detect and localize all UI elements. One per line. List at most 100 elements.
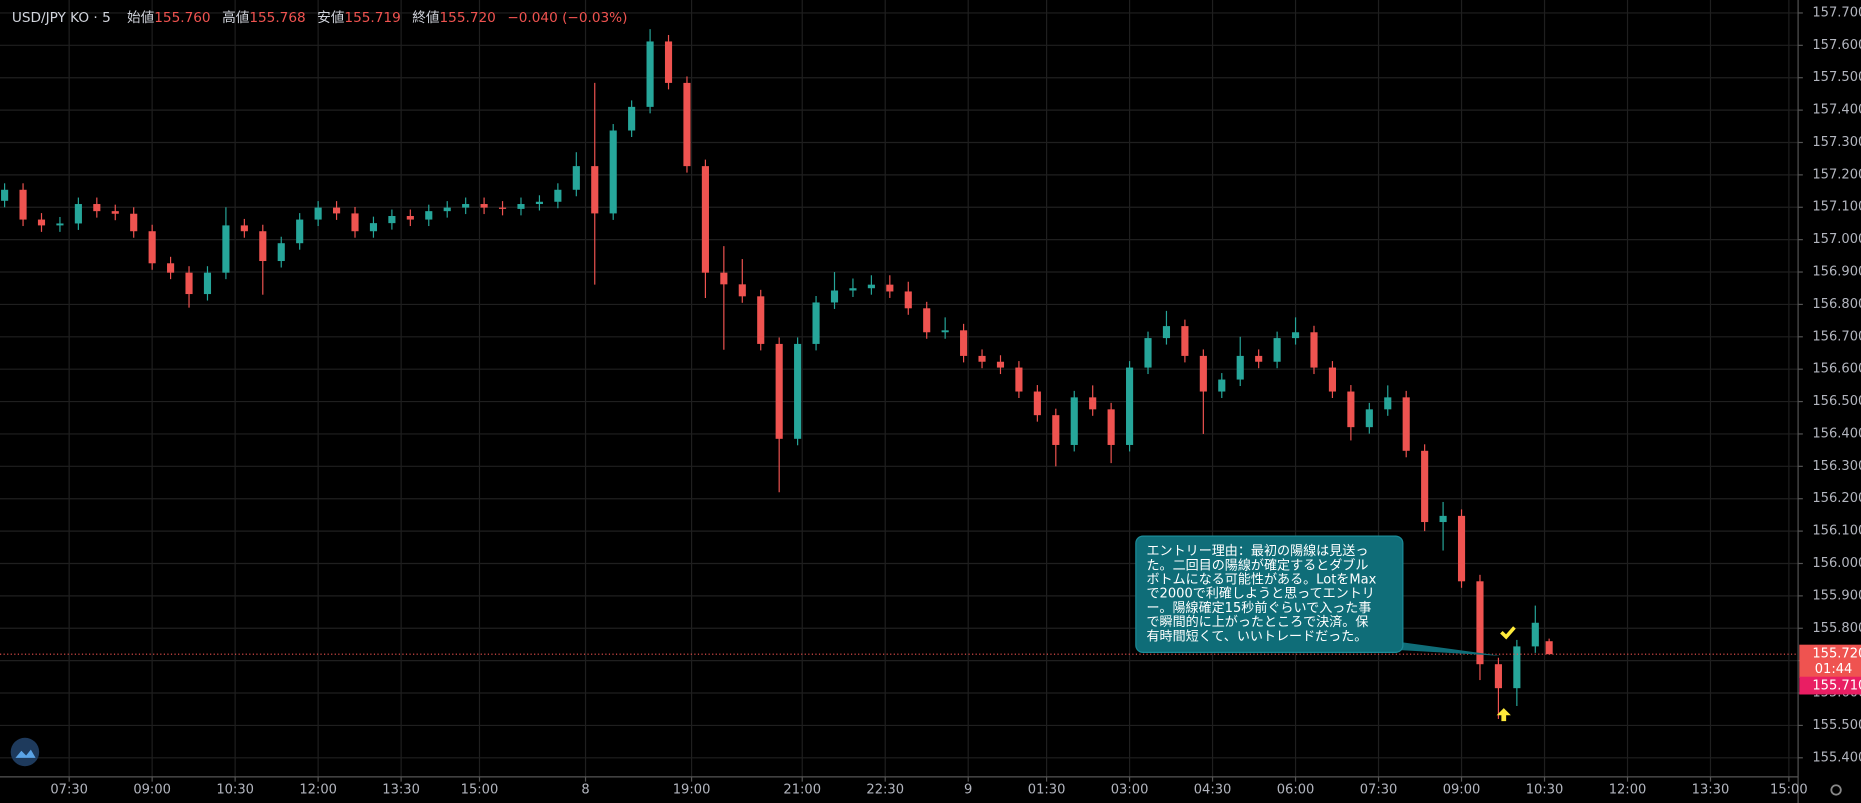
callout-line: ボトムになる可能性がある。LotをMax: [1147, 573, 1377, 588]
candle-body: [443, 207, 451, 212]
candle-body: [1144, 338, 1152, 368]
candle-body: [480, 204, 488, 208]
logo-icon[interactable]: [15, 749, 36, 758]
callout-line: で2000で利確しようと思ってエントリ: [1147, 586, 1375, 602]
ohlc-label: 高値: [222, 9, 250, 26]
x-tick-label: 01:30: [1028, 782, 1066, 797]
x-tick-label: 10:30: [1526, 782, 1564, 797]
candle-body: [259, 231, 267, 262]
candle-body: [701, 166, 709, 273]
candle-body: [628, 106, 636, 131]
y-tick-label: 156.700: [1812, 329, 1861, 344]
candle-body: [1089, 397, 1097, 410]
candle-body: [812, 302, 820, 344]
candle-body: [93, 204, 101, 212]
ohlc-value: 155.760: [154, 10, 210, 26]
candles: [1, 29, 1553, 719]
y-tick-label: 156.100: [1812, 524, 1861, 539]
y-tick-label: 156.900: [1812, 265, 1861, 280]
x-tick-label: 13:30: [382, 782, 420, 797]
callout-line: エントリー理由：最初の陽線は見送っ: [1147, 543, 1369, 559]
axes: 155.400155.500155.600155.700155.800155.9…: [0, 5, 1861, 797]
y-tick-label: 157.100: [1812, 200, 1861, 215]
candle-body: [1476, 581, 1484, 665]
candle-body: [941, 330, 949, 333]
candle-body: [794, 343, 802, 439]
x-tick-label: 10:30: [216, 782, 254, 797]
candle-body: [996, 361, 1005, 368]
candle-body: [37, 219, 46, 226]
candle-body: [203, 272, 212, 295]
y-tick-label: 155.400: [1812, 750, 1861, 765]
symbol: USD/JPY KO · 5: [12, 10, 111, 26]
settings[interactable]: [1830, 784, 1842, 796]
x-tick-label: 12:00: [299, 782, 337, 797]
candle-body: [1126, 367, 1134, 445]
candle-body: [572, 166, 580, 190]
y-tick-label: 157.400: [1812, 103, 1861, 118]
candle-body: [1, 189, 9, 201]
callout-box: [1135, 535, 1404, 653]
logo-circle[interactable]: [10, 737, 40, 767]
candle-body: [1052, 415, 1060, 445]
candle-body: [1236, 355, 1244, 380]
candle-body: [1218, 379, 1226, 392]
candle-body: [425, 211, 433, 220]
candle-body: [111, 211, 119, 214]
candle-body: [1421, 450, 1429, 523]
candle-body: [1310, 332, 1318, 368]
candle-body: [333, 207, 341, 214]
y-tick-label: 155.500: [1812, 718, 1861, 733]
callout-line: 有時間短くて、いいトレードだった。: [1147, 629, 1368, 644]
candle-body: [56, 223, 64, 226]
change: −0.040 (−0.03%): [507, 10, 627, 26]
candle-body: [978, 355, 986, 362]
candle-body: [720, 272, 728, 285]
candle-body: [1181, 326, 1189, 356]
candle-body: [369, 223, 378, 232]
candle-body: [406, 216, 414, 220]
logo[interactable]: [10, 737, 40, 767]
arrow-marker: [1496, 708, 1511, 722]
ohlc-label: 始値: [127, 10, 155, 26]
candle-body: [646, 41, 654, 107]
y-tick-label: 157.500: [1812, 70, 1861, 85]
bid-price-box: [1799, 676, 1861, 695]
candle-body: [1255, 355, 1263, 362]
candle-body: [664, 41, 673, 83]
candle-body: [498, 207, 507, 209]
last-price-label: 155.720: [1812, 647, 1861, 662]
candle-body: [609, 130, 617, 214]
candle-body: [683, 82, 691, 167]
candle-body: [1402, 397, 1410, 451]
x-tick-label: 9: [964, 782, 972, 797]
y-tick-label: 156.800: [1812, 297, 1861, 312]
settings-icon[interactable]: [1830, 784, 1842, 796]
candle-body: [1545, 641, 1553, 655]
candle-body: [240, 225, 248, 232]
candle-body: [314, 207, 322, 220]
x-tick-label: 22:30: [866, 782, 904, 797]
x-tick-label: 07:30: [1360, 782, 1398, 797]
candle-body: [517, 204, 525, 209]
x-tick-label: 03:00: [1111, 782, 1149, 797]
candle-body: [1513, 646, 1521, 689]
candle-body: [74, 204, 82, 224]
candle-body: [886, 284, 894, 292]
callout-line: ー。陽線確定15秒前ぐらいで入った事: [1147, 600, 1372, 616]
y-tick-label: 157.300: [1812, 135, 1861, 150]
callout-line: で瞬間的に上がったところで決済。保: [1147, 614, 1369, 630]
x-tick-label: 8: [581, 782, 589, 797]
candle-body: [867, 284, 875, 289]
callout-text: エントリー理由：最初の陽線は見送った。二回目の陽線が確定するとダブルボトムになる…: [1147, 543, 1377, 644]
candle-body: [1384, 397, 1392, 410]
y-tick-label: 156.400: [1812, 426, 1861, 441]
y-tick-label: 156.200: [1812, 491, 1861, 506]
ohlc-value: 155.768: [249, 10, 305, 26]
ohlc-value: 155.720: [440, 10, 496, 26]
candle-body: [148, 231, 156, 264]
candle-body: [923, 308, 931, 333]
grid: [0, 0, 1799, 777]
